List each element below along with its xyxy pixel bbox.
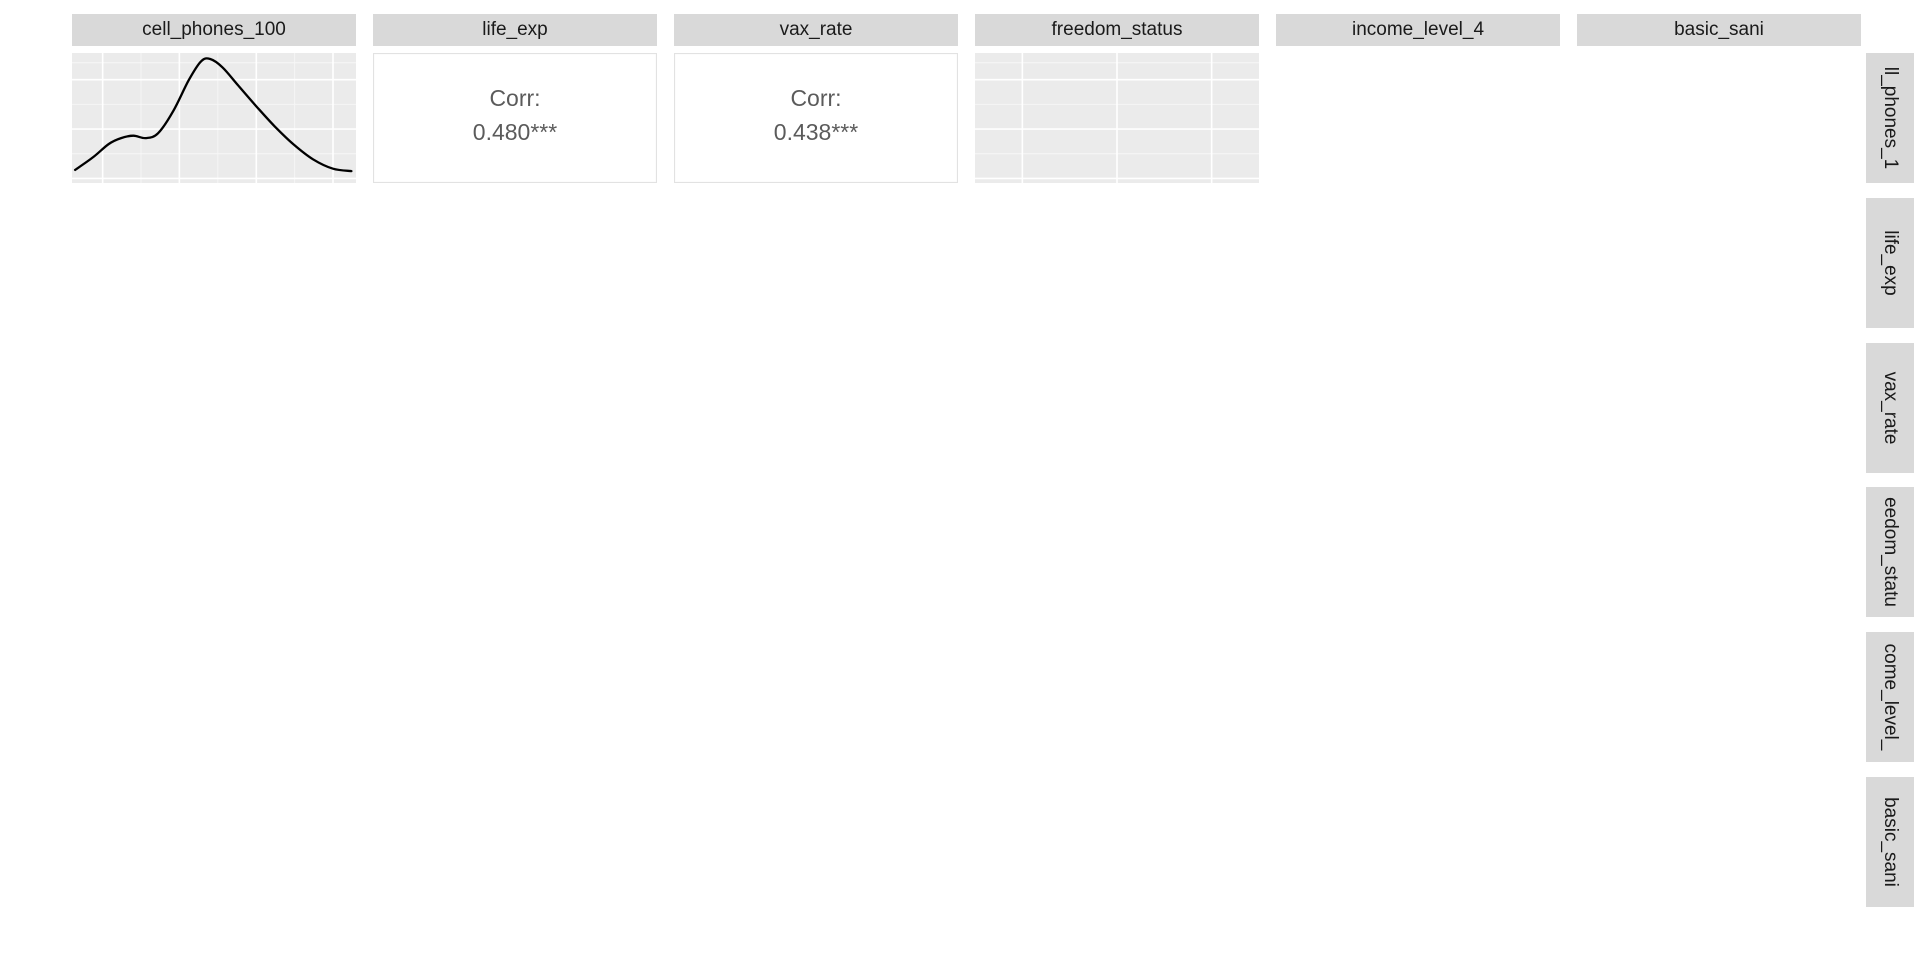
row-strip-vax-rate: vax_rate [1866, 342, 1914, 473]
row-strip-label: come_level_ [1880, 643, 1901, 751]
panel-r1c4-boxv [975, 53, 1259, 196]
row-strip-label: eedom_statu [1880, 497, 1901, 608]
column-strip-basic-sani: basic_sani [1577, 14, 1861, 46]
svg-text:Corr:: Corr: [790, 85, 841, 111]
row-strip-label: life_exp [1880, 230, 1901, 296]
column-strip-income-level: income_level_4 [1276, 14, 1560, 46]
panel-r1c3-corr: Corr: 0.438*** [673, 52, 959, 184]
column-strip-label: basic_sani [1674, 19, 1764, 40]
row-strip-label: basic_sani [1880, 797, 1901, 887]
column-strip-life-exp: life_exp [373, 14, 657, 46]
column-strip-freedom-status: freedom_status [975, 14, 1259, 46]
row-strip-label: ll_phones_1 [1880, 66, 1901, 170]
row-strip-basic-sani: basic_sani [1866, 777, 1914, 907]
column-strip-vax-rate: vax_rate [674, 14, 958, 46]
column-strip-label: life_exp [482, 19, 548, 40]
column-strip-cell-phones: cell_phones_100 [72, 14, 356, 46]
svg-text:0.480***: 0.480*** [473, 119, 557, 145]
row-strip-income-level: come_level_ [1866, 632, 1914, 763]
panel-r1c1-density [65, 53, 371, 196]
panel-r1c2-corr: Corr: 0.480*** [372, 52, 658, 184]
column-strip-label: vax_rate [779, 19, 853, 40]
row-strip-life-exp: life_exp [1866, 197, 1914, 328]
row-strip-cell-phones: ll_phones_1 [1866, 53, 1914, 183]
column-strip-label: freedom_status [1051, 19, 1183, 40]
row-strip-freedom-status: eedom_statu [1866, 487, 1914, 618]
column-strip-label: income_level_4 [1351, 19, 1485, 40]
row-strip-label: vax_rate [1880, 371, 1901, 445]
svg-text:0.438***: 0.438*** [774, 119, 858, 145]
svg-text:Corr:: Corr: [489, 85, 540, 111]
column-strip-label: cell_phones_100 [142, 19, 286, 40]
